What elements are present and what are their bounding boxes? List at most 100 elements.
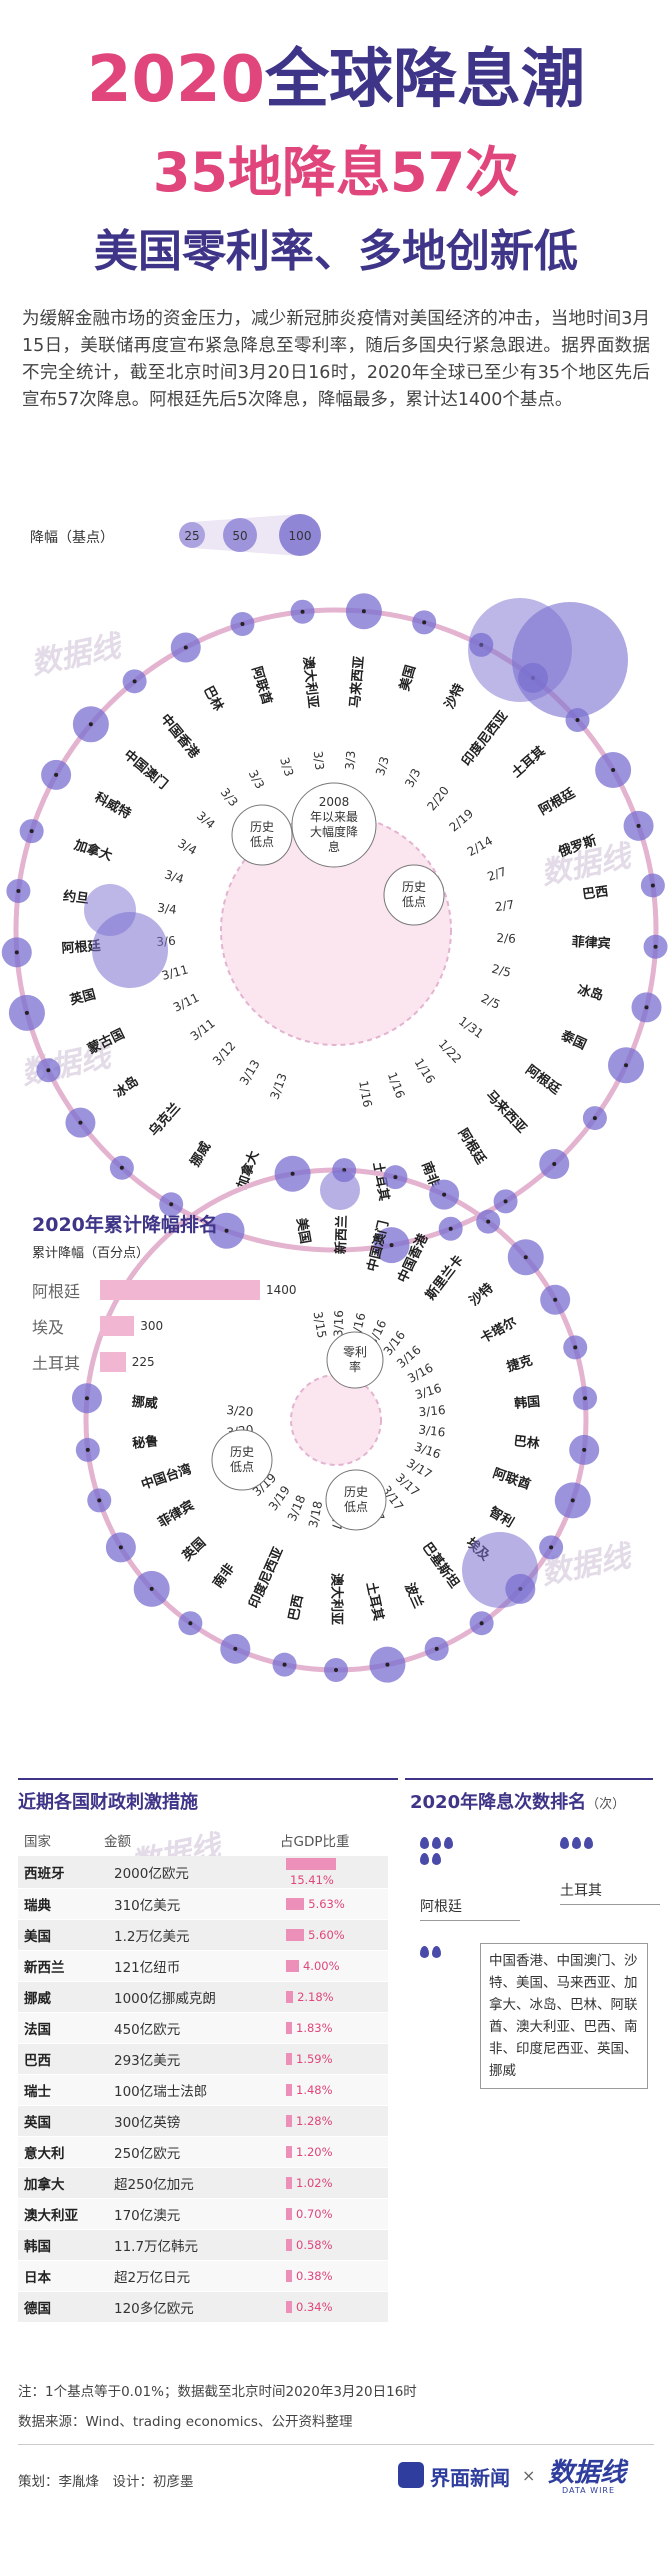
count-group-name: 土耳其 <box>560 1876 660 1905</box>
fiscal-pct-cell: 4.00% <box>280 1950 388 1982</box>
fiscal-pct-label: 4.00% <box>302 1959 340 1973</box>
fiscal-pct-label: 0.70% <box>296 2207 333 2221</box>
center-zone <box>290 1374 382 1466</box>
rate-cut-dot <box>16 889 21 894</box>
footer-credits: 策划：李胤烽 设计：初彦墨 <box>18 2474 194 2490</box>
fiscal-pct-bar <box>286 1991 294 2003</box>
date-label: 3/16 <box>413 1381 443 1402</box>
country-label: 美国 <box>293 1217 313 1245</box>
bar <box>100 1280 260 1300</box>
rate-cut-dot <box>644 1005 649 1010</box>
date-label: 2/7 <box>494 898 515 915</box>
date-label: 1/31 <box>456 1014 486 1041</box>
fiscal-pct-cell: 0.70% <box>280 2198 388 2230</box>
country-label: 加拿大 <box>71 837 114 865</box>
country-label: 巴西 <box>582 884 610 902</box>
page-title: 2020全球降息潮 <box>0 40 672 120</box>
center-label-text: 低点 <box>344 1500 368 1514</box>
rate-cut-dot <box>88 722 93 727</box>
fiscal-amount: 310亿美元 <box>108 1888 280 1920</box>
fiscal-pct-label: 1.48% <box>296 2083 333 2097</box>
fiscal-pct-bar <box>286 2084 292 2096</box>
center-label-text: 率 <box>349 1359 361 1374</box>
rate-cut-dot <box>448 1226 453 1231</box>
country-label: 南非 <box>210 1561 238 1591</box>
rate-cut-dot <box>54 772 59 777</box>
fiscal-pct-label: 1.20% <box>296 2145 333 2159</box>
fiscal-amount: 超2万亿日元 <box>108 2260 280 2292</box>
country-label: 挪威 <box>131 1394 158 1412</box>
country-label: 斯里兰卡 <box>422 1252 466 1303</box>
rate-cut-dot <box>240 621 245 626</box>
fiscal-pct-cell: 0.58% <box>280 2229 388 2261</box>
rate-cut-dot <box>118 1545 123 1550</box>
country-label: 科威特 <box>92 789 134 822</box>
rate-cut-dot <box>582 1447 587 1452</box>
rate-cut-dot <box>24 1010 29 1015</box>
drop-icon <box>420 1853 429 1865</box>
date-label: 3/4 <box>157 901 178 917</box>
count-top-row: 阿根廷 土耳其 <box>420 1836 660 1921</box>
center-label <box>325 1469 387 1531</box>
date-label: 2/19 <box>447 806 477 834</box>
date-label: 2/5 <box>479 991 502 1012</box>
date-label: 3/3 <box>311 750 327 771</box>
rate-cut-dot <box>300 609 305 614</box>
rate-cut-dot <box>611 768 616 772</box>
size-legend-value-50: 50 <box>232 529 247 543</box>
fiscal-pct-label: 5.63% <box>308 1897 345 1911</box>
fiscal-pct-label: 1.59% <box>296 2052 333 2066</box>
center-label <box>291 782 377 868</box>
rate-cut-dot <box>503 1199 508 1204</box>
rate-cut-dot <box>523 1255 528 1260</box>
brand-x: × <box>522 2466 536 2485</box>
country-label: 阿联酋 <box>248 665 275 707</box>
timeline-ring <box>13 607 659 1253</box>
rate-cut-dot <box>575 718 580 723</box>
fiscal-pct-cell: 1.28% <box>280 2105 388 2137</box>
rate-cut-dot <box>183 645 188 650</box>
count-group: 阿根廷 <box>420 1836 520 1921</box>
rate-cut-dot <box>29 829 34 834</box>
size-legend-value-25: 25 <box>184 529 199 543</box>
country-label: 美国 <box>396 663 419 692</box>
rate-cut-dot <box>85 1447 90 1452</box>
center-label-text: 历史 <box>230 1445 254 1459</box>
rate-cut-dot <box>653 944 658 949</box>
rate-cut-dot <box>434 1646 439 1651</box>
fiscal-pct-label: 2.18% <box>297 1990 334 2004</box>
country-label: 中国澳门 <box>121 747 171 793</box>
rate-cut-dot <box>592 1116 597 1121</box>
country-label: 秘鲁 <box>131 1433 159 1452</box>
footer-note: 注：1个基点等于0.01%；数据截至北京时间2020年3月20日16时 <box>18 2384 417 2400</box>
fiscal-country: 加拿大 <box>18 2167 108 2199</box>
fiscal-amount: 11.7万亿韩元 <box>108 2229 280 2261</box>
fiscal-amount: 1.2万亿美元 <box>108 1919 280 1951</box>
center-label-text: 零利 <box>343 1345 367 1359</box>
bar-value: 1400 <box>266 1283 297 1297</box>
fiscal-pct-bar <box>286 2146 292 2158</box>
table-row: 法国 450亿欧元 1.83% <box>18 2012 388 2044</box>
bar-value: 300 <box>140 1319 164 1333</box>
fiscal-amount: 100亿瑞士法郎 <box>108 2074 280 2106</box>
center-label-text: 低点 <box>402 895 426 909</box>
count-title: 2020年降息次数排名（次） <box>410 1788 625 1814</box>
date-label: 3/16 <box>418 1422 446 1439</box>
fiscal-pct-bar <box>286 2053 292 2065</box>
data-wire-logo-sub: DATA WIRE <box>562 2486 616 2495</box>
title-year: 2020 <box>86 43 266 117</box>
rate-cut-dot <box>486 1219 491 1224</box>
date-label: 2/7 <box>485 864 508 884</box>
fiscal-amount: 250亿欧元 <box>108 2136 280 2168</box>
country-label: 马来西亚 <box>483 1087 530 1136</box>
date-label: 1/22 <box>436 1037 465 1066</box>
country-label: 土耳其 <box>509 743 549 781</box>
date-label: 3/15 <box>310 1310 328 1339</box>
date-label: 3/4 <box>175 836 199 858</box>
fiscal-pct-label: 5.60% <box>308 1928 345 1942</box>
drop-icon <box>572 1837 581 1849</box>
rate-cut-dot <box>361 609 366 614</box>
drop-icon <box>584 1837 593 1849</box>
center-label <box>211 1429 273 1491</box>
fiscal-pct-bar <box>286 2239 292 2251</box>
